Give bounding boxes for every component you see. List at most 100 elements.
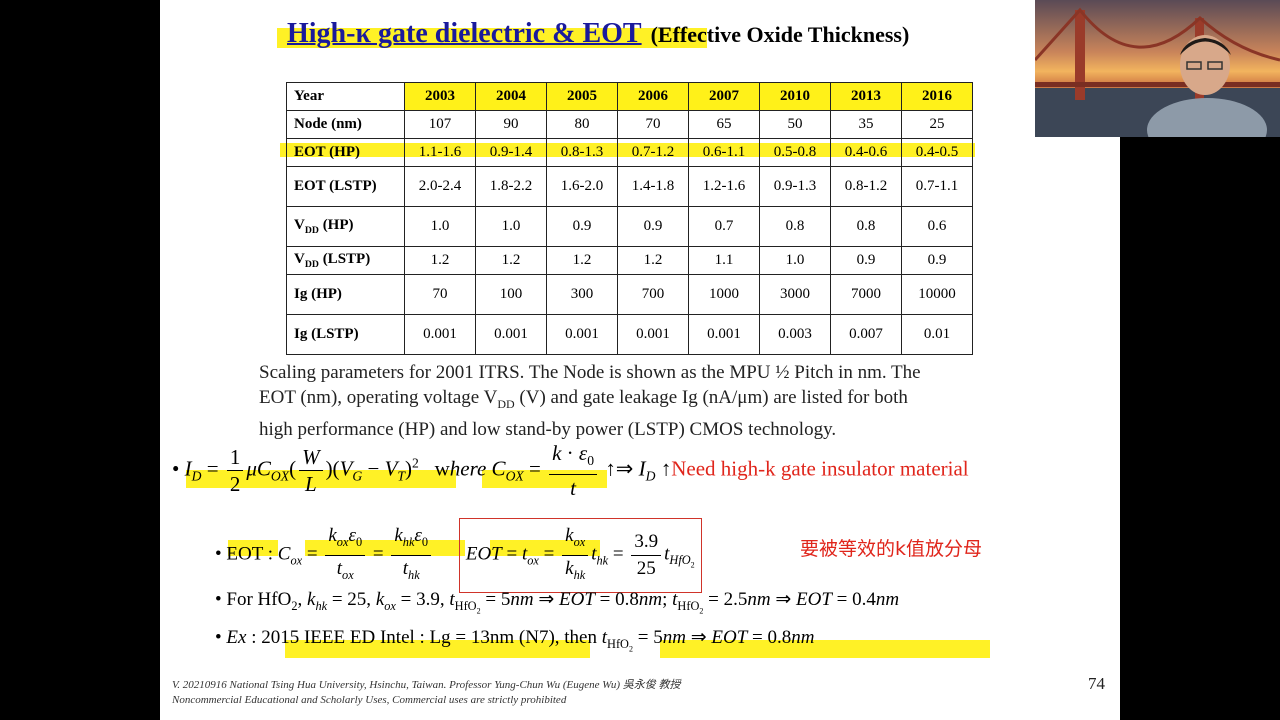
table-cell: 2.0-2.4	[404, 166, 476, 207]
chinese-note: 要被等效的k值放分母	[800, 538, 983, 560]
footer-line-1: V. 20210916 National Tsing Hua Universit…	[172, 679, 681, 691]
table-cell: 0.001	[404, 314, 476, 355]
table-row: VDD (LSTP) 1.2 1.2 1.2 1.2 1.1 1.0 0.9 0.9	[286, 246, 973, 275]
table-row: Ig (LSTP) 0.001 0.001 0.001 0.001 0.001 0.003 0…	[286, 314, 973, 355]
row-header: Ig (LSTP)	[286, 314, 405, 355]
table-cell: 0.001	[546, 314, 618, 355]
slide: High-κ gate dielectric & EOT (Effective …	[160, 0, 1120, 720]
formula4-highlight-a	[285, 640, 590, 658]
table-cell: 0.01	[901, 314, 973, 355]
year-cell: 2007	[688, 82, 760, 111]
year-cell: 2013	[830, 82, 902, 111]
table-cell: 0.6-1.1	[688, 138, 760, 167]
table-cell: 0.8	[759, 206, 831, 247]
table-cell: 70	[404, 274, 476, 315]
hfo2-formula: • For HfO2, khk = 25, kox = 3.9, tHfO2 =…	[215, 589, 900, 616]
intel-example-formula: • Ex : 2015 IEEE ED Intel : Lg = 13nm (N…	[215, 627, 815, 654]
table-cell: 0.9	[617, 206, 689, 247]
drain-current-formula: • ID = 1 2 μCOX(W L)(VG − VT)2 where COX = …	[172, 441, 969, 501]
title-sub: (Effective Oxide Thickness)	[650, 22, 910, 47]
table-cell: 0.9	[901, 246, 973, 275]
table-cell: 65	[688, 110, 760, 139]
formula2-highlight-b	[305, 540, 465, 556]
year-cell: 2003	[404, 82, 476, 111]
table-cell: 100	[475, 274, 547, 315]
table-cell: 0.4-0.6	[830, 138, 902, 167]
table-cell: 0.001	[475, 314, 547, 355]
table-cell: 1.1	[688, 246, 760, 275]
table-cell: 0.003	[759, 314, 831, 355]
presenter-avatar	[1147, 35, 1267, 137]
table-cell: 1.2	[617, 246, 689, 275]
table-cell: 1.8-2.2	[475, 166, 547, 207]
table-row-year: Year 2003 2004 2005 2006 2007 2010 2013 2016	[286, 82, 973, 111]
title-highlight	[277, 28, 707, 48]
slide-footer: V. 20210916 National Tsing Hua Universit…	[172, 678, 680, 708]
row-header: EOT (LSTP)	[286, 166, 405, 207]
table-cell: 1.2	[475, 246, 547, 275]
table-cell: 0.007	[830, 314, 902, 355]
page-number: 74	[1088, 674, 1105, 693]
table-cell: 70	[617, 110, 689, 139]
table-cell: 7000	[830, 274, 902, 315]
table-cell: 0.9	[830, 246, 902, 275]
row-header: VDD (HP)	[286, 206, 405, 247]
table-row: EOT (HP) 1.1-1.6 0.9-1.4 0.8-1.3 0.7-1.2 0.6-…	[286, 138, 973, 167]
table-cell: 107	[404, 110, 476, 139]
year-cell: 2005	[546, 82, 618, 111]
year-cell: 2004	[475, 82, 547, 111]
table-row: EOT (LSTP) 2.0-2.4 1.8-2.2 1.6-2.0 1.4-1.8 1.…	[286, 166, 973, 207]
table-row: Ig (HP) 70 100 300 700 1000 3000 7000 10000	[286, 274, 973, 315]
caption-line-3: high performance (HP) and low stand-by p…	[259, 418, 837, 440]
row-header: Node (nm)	[286, 110, 405, 139]
row-header: EOT (HP)	[286, 138, 405, 167]
table-cell: 0.8-1.3	[546, 138, 618, 167]
formula1-highlight-a	[186, 470, 456, 488]
caption-line-2: EOT (nm), operating voltage VDD (V) and …	[259, 387, 908, 411]
table-cell: 0.8-1.2	[830, 166, 902, 207]
year-cell: 2006	[617, 82, 689, 111]
table-cell: 1.4-1.8	[617, 166, 689, 207]
table-cell: 1.0	[475, 206, 547, 247]
table-cell: 0.9	[546, 206, 618, 247]
table-cell: 50	[759, 110, 831, 139]
table-cell: 700	[617, 274, 689, 315]
table-cell: 0.7-1.1	[901, 166, 973, 207]
table-cell: 1.0	[759, 246, 831, 275]
table-row: VDD (HP) 1.0 1.0 0.9 0.9 0.7 0.8 0.8 0.6	[286, 206, 973, 247]
eot-formula: • EOT : Cox = koxε0 tox = khkε0 thk EOT = …	[215, 518, 702, 593]
caption-line-1: Scaling parameters for 2001 ITRS. The No…	[259, 362, 921, 383]
table-cell: 35	[830, 110, 902, 139]
table-cell: 0.9-1.3	[759, 166, 831, 207]
table-caption: Scaling parameters for 2001 ITRS. The No…	[259, 360, 1059, 442]
row-header: Ig (HP)	[286, 274, 405, 315]
year-cell: 2016	[901, 82, 973, 111]
table-cell: 0.5-0.8	[759, 138, 831, 167]
table-cell: 1.2	[404, 246, 476, 275]
row-header: Year	[286, 82, 405, 111]
table-cell: 1.0	[404, 206, 476, 247]
table-cell: 0.7	[688, 206, 760, 247]
table-cell: 0.001	[688, 314, 760, 355]
need-high-k-text: Need high-k gate insulator material	[671, 456, 969, 481]
formula2-highlight-c	[490, 540, 600, 556]
table-cell: 1000	[688, 274, 760, 315]
table-cell: 1.2	[546, 246, 618, 275]
table-cell: 0.7-1.2	[617, 138, 689, 167]
formula4-highlight-b	[660, 640, 990, 658]
webcam-overlay	[1035, 0, 1280, 137]
table-row: Node (nm) 107 90 80 70 65 50 35 25	[286, 110, 973, 139]
table-cell: 300	[546, 274, 618, 315]
eot-boxed-formula: EOT = tox = kox khk thk = 3.9 25 tHfO2	[458, 518, 702, 593]
title-main: High-κ gate dielectric & EOT	[287, 18, 642, 49]
table-cell: 0.001	[617, 314, 689, 355]
table-cell: 0.8	[830, 206, 902, 247]
footer-line-2: Noncommercial Educational and Scholarly …	[172, 694, 567, 706]
slide-title: High-κ gate dielectric & EOT (Effective …	[285, 18, 909, 50]
table-cell: 1.2-1.6	[688, 166, 760, 207]
table-cell: 1.6-2.0	[546, 166, 618, 207]
table-cell: 0.4-0.5	[901, 138, 973, 167]
table-cell: 10000	[901, 274, 973, 315]
table-cell: 1.1-1.6	[404, 138, 476, 167]
table-cell: 25	[901, 110, 973, 139]
